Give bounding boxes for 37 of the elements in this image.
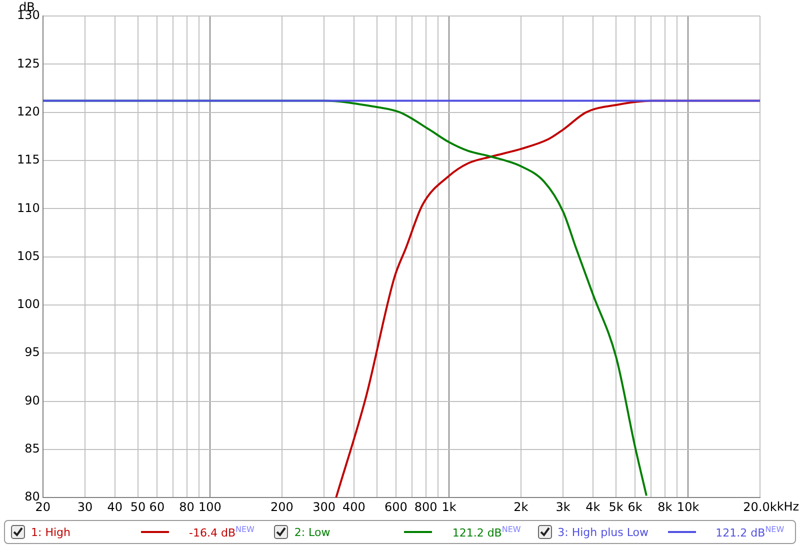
y-tick-label: 100 [17,297,40,312]
text: 121.2 dB$^{NEW}$ [452,524,521,540]
x-tick-label: 50 [130,500,146,514]
y-tick-label: 95 [24,345,40,360]
x-tick-label: 1k [442,500,456,514]
x-tick-label: 5k [608,500,624,514]
x-axis-title: kHz [776,500,800,514]
x-tick-label: 6k [628,500,642,514]
text: -16.4 dB$^{NEW}$ [189,524,254,540]
x-tick-label: 80 [179,500,194,514]
x-tick-label: 3k [556,500,570,514]
x-tick-label: 400 [342,500,366,514]
x-tick-label: 2k [514,500,528,514]
y-tick-label: 125 [17,56,40,70]
y-tick-label: 120 [17,104,40,118]
x-tick-label: 200 [270,500,294,514]
x-tick-label: 20 [35,500,51,514]
y-tick-label: 85 [24,442,40,456]
x-tick-label: 8k [658,500,672,514]
text: 2: Low [294,526,332,538]
y-tick-label: 90 [24,393,40,408]
x-tick-label: 10k [676,500,700,514]
x-tick-label: 40 [107,500,122,514]
y-tick-label: 110 [17,200,40,215]
x-tick-label: 30 [77,500,93,514]
x-tick-label: 4k [586,500,600,514]
x-tick-label: 800 [414,500,438,514]
y-tick-label: 105 [17,248,40,263]
x-tick-label: 20.0k [743,500,777,514]
text: 3: High plus Low [558,526,650,538]
x-tick-label: 300 [312,500,336,514]
y-tick-label: 115 [17,152,40,167]
text: 1: High [31,526,72,538]
x-tick-label: 60 [149,500,165,514]
text: 121.2 dB$^{NEW}$ [716,524,784,540]
x-tick-label: 100 [198,500,222,514]
x-tick-label: 600 [384,500,408,514]
